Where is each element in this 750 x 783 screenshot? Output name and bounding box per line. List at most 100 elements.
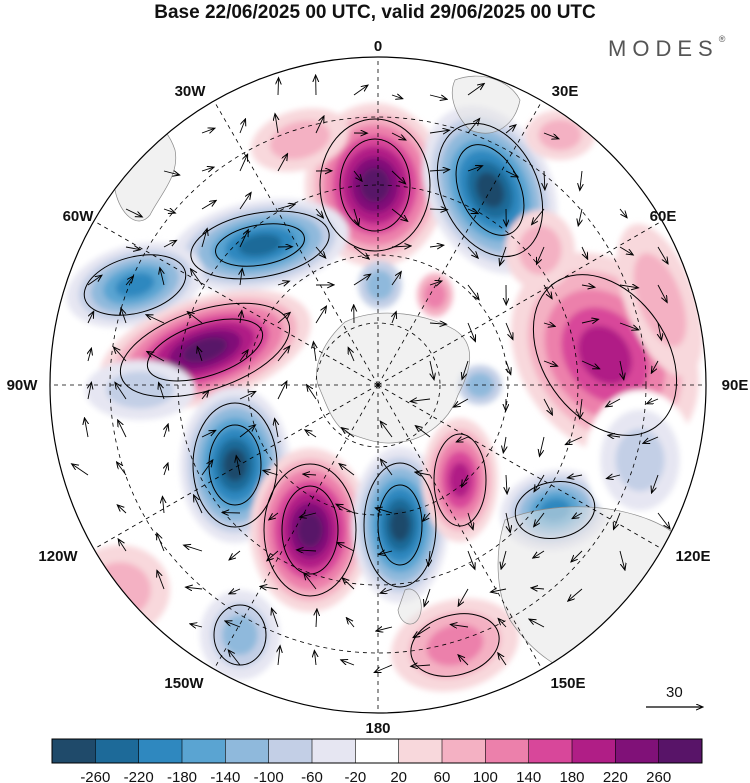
wind-vector [239, 231, 248, 248]
wind-vector [503, 436, 506, 452]
wind-vector [429, 323, 445, 324]
wind-vector [239, 392, 255, 400]
wind-vector [240, 311, 242, 324]
wind-vector [607, 475, 621, 478]
wind-vector [459, 588, 469, 605]
wind-vector [164, 464, 168, 476]
wind-vector [454, 398, 469, 407]
wind-vector [72, 464, 89, 476]
graticule [50, 57, 706, 713]
wind-vector [619, 550, 625, 569]
wind-vector [581, 285, 594, 287]
wind-vector [537, 246, 545, 263]
wind-vector [87, 312, 93, 324]
wind-vector [353, 275, 370, 286]
wind-vector [239, 425, 255, 438]
wind-vector [429, 245, 443, 247]
wind-vector [581, 246, 587, 258]
contour-line [410, 613, 500, 677]
contour-line [433, 433, 487, 527]
wind-vector [429, 550, 430, 565]
latitude-circle [247, 254, 509, 516]
colorbar-tick-label: 100 [473, 769, 498, 783]
registered-mark: ® [718, 34, 726, 44]
wind-vector [573, 513, 583, 518]
wind-vector [391, 170, 405, 183]
wind-vector [201, 391, 208, 400]
anomaly-shade [578, 325, 632, 385]
colorbar-swatch [355, 739, 399, 763]
wind-vector [188, 312, 203, 324]
wind-vector [277, 204, 294, 210]
wind-vector [201, 461, 212, 476]
wind-vector [532, 588, 545, 589]
anomaly-shade [297, 512, 323, 548]
brand-logo: MODES® [608, 34, 726, 62]
wind-vector [543, 323, 554, 326]
colorbar-swatch [658, 739, 703, 763]
wind-vector [277, 347, 289, 362]
meridian [377, 100, 543, 386]
wind-vector [304, 474, 317, 475]
wind-vector [412, 665, 431, 666]
wind-vector [543, 398, 552, 414]
wind-vector [381, 460, 393, 476]
wind-vector [272, 609, 279, 628]
wind-vector [416, 472, 431, 475]
wind-vector [118, 506, 127, 514]
longitude-label: 150W [164, 675, 204, 692]
wind-vector [239, 351, 248, 362]
wind-vector [230, 589, 241, 593]
latitude-circle [109, 116, 647, 654]
wind-vector [315, 307, 326, 324]
wind-vector [657, 246, 668, 263]
wind-vector [201, 431, 215, 438]
colorbar-swatch [52, 739, 96, 763]
colorbar-swatch [182, 739, 226, 763]
colorbar-tick-label: 220 [603, 769, 628, 783]
colorbar-swatch [485, 739, 529, 763]
anomaly-shade [182, 337, 228, 363]
wind-vector [614, 512, 621, 529]
colorbar-frame [51, 738, 703, 764]
colorbar-labels: -260 -220 -180 -140 -100 -60 -20 20 60 100 140 180 2… [80, 739, 671, 783]
colorbar-tick-label: -100 [254, 769, 284, 783]
anomaly-shade [222, 615, 258, 655]
wind-vector [491, 589, 507, 592]
wind-vector [229, 651, 241, 666]
wind-vector [499, 619, 507, 628]
colorbar-tick-label: -220 [124, 769, 154, 783]
wind-vector [375, 664, 393, 672]
wind-vector [532, 208, 545, 224]
wind-vector [121, 309, 127, 324]
wind-vector [429, 94, 446, 99]
wind-vector [314, 343, 316, 362]
wind-vector [423, 512, 431, 521]
wind-vector [467, 246, 477, 257]
meridian [213, 100, 379, 386]
wind-vector [277, 313, 289, 324]
colorbar-tick-label: -60 [301, 769, 323, 783]
colorbar-tick-label: 20 [390, 769, 407, 783]
anomaly-shade [115, 272, 155, 298]
wind-vector [278, 647, 280, 666]
wind-vector [315, 246, 325, 257]
wind-vector [429, 170, 449, 171]
wind-vector [658, 322, 661, 339]
wind-vector [194, 496, 203, 514]
wind-vector [609, 435, 621, 437]
latitude-circle [315, 322, 441, 448]
wind-vector [315, 208, 323, 217]
anomaly-shade [89, 562, 151, 618]
wind-vector [157, 571, 165, 590]
wind-vector [652, 360, 659, 372]
wind-vector [391, 95, 402, 98]
wind-vector [619, 285, 637, 288]
wind-vector [239, 120, 245, 134]
colorbar-swatch [398, 739, 443, 763]
map-border [49, 56, 707, 714]
wind-vector [606, 398, 621, 406]
wind-vector [88, 383, 91, 400]
wind-vector [163, 209, 174, 213]
